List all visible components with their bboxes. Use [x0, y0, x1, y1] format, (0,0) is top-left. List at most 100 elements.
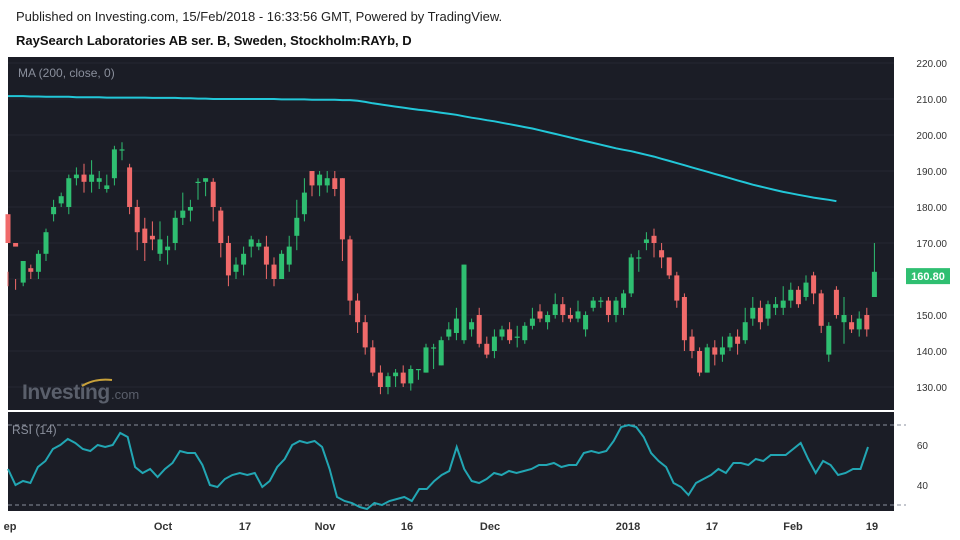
candle-down [127, 163, 133, 215]
candle-body [461, 264, 467, 341]
x-tick-label: Dec [480, 521, 500, 533]
candle-up [598, 297, 604, 308]
rsi-indicator-label: RSI (14) [12, 423, 57, 437]
candle-body [393, 372, 399, 377]
candle-body [719, 347, 725, 355]
candle-body [233, 264, 239, 272]
candle-down [28, 264, 34, 279]
candle-body [522, 325, 528, 341]
candle-body [871, 271, 877, 297]
candle-body [788, 289, 794, 301]
last-price-badge: 160.80 [906, 268, 950, 285]
candle-body [621, 293, 627, 308]
candle-up [446, 322, 452, 341]
candle-up [195, 178, 201, 200]
candle-down [309, 171, 315, 197]
candle-down [218, 207, 224, 258]
logo-swoosh [81, 378, 113, 387]
rsi-axis: 60 40 [917, 441, 929, 492]
candle-down [5, 214, 11, 287]
candle-up [461, 264, 467, 344]
candle-up [727, 333, 733, 351]
candle-body [111, 149, 117, 179]
x-tick-label: ep [4, 521, 17, 533]
candle-down [567, 307, 573, 323]
candle-body [385, 376, 391, 387]
candle-body [681, 297, 687, 341]
candle-body [423, 347, 429, 373]
rsi-panel-background [8, 412, 894, 511]
candle-body [180, 210, 186, 218]
candle-body [446, 329, 452, 337]
candle-body [89, 174, 95, 182]
candle-body [438, 340, 444, 366]
candle-up [415, 369, 421, 380]
candle-body [757, 307, 763, 323]
candle-up [788, 282, 794, 308]
candle-body [347, 239, 353, 301]
candle-body [294, 217, 300, 236]
candle-body [795, 289, 801, 305]
x-tick-label: 17 [706, 521, 718, 533]
candle-up [408, 365, 414, 391]
candle-body [263, 246, 269, 265]
price-tick-label: 220.00 [916, 59, 947, 70]
x-tick-label: 2018 [616, 521, 640, 533]
candle-body [575, 311, 581, 319]
price-tick-label: 130.00 [916, 383, 947, 394]
candle-up [66, 174, 72, 215]
candle-down [142, 217, 148, 261]
candle-up [157, 221, 163, 261]
candle-body [286, 246, 292, 265]
candle-body [773, 304, 779, 308]
candle-body [377, 372, 383, 387]
candle-body [491, 336, 497, 351]
candle-down [149, 221, 155, 251]
price-panel-background [8, 57, 894, 410]
candle-body [811, 275, 817, 294]
candle-down [811, 271, 817, 305]
candle-down [833, 286, 839, 319]
candles [5, 142, 877, 395]
candle-body [271, 264, 277, 279]
candle-down [864, 307, 870, 337]
candle-up [111, 145, 117, 186]
candle-up [780, 286, 786, 315]
candle-up [241, 246, 247, 276]
candle-up [180, 192, 186, 225]
candle-body [195, 181, 201, 183]
candle-up [765, 300, 771, 326]
candle-body [415, 369, 421, 371]
candle-up [613, 297, 619, 323]
candle-body [469, 322, 475, 330]
rsi-tick-label: 40 [917, 481, 929, 492]
candle-up [279, 250, 285, 279]
candle-body [628, 257, 634, 294]
candle-down [271, 257, 277, 287]
price-tick-label: 150.00 [916, 311, 947, 322]
candle-body [73, 174, 79, 179]
candle-up [871, 243, 877, 297]
candle-down [666, 257, 672, 279]
candle-body [203, 178, 209, 182]
candle-up [621, 289, 627, 315]
rsi-levels [8, 424, 906, 506]
candle-body [241, 253, 247, 265]
candle-body [165, 246, 171, 251]
candle-body [28, 268, 34, 272]
candle-body [127, 167, 133, 207]
candle-down [659, 243, 665, 269]
candle-up [286, 235, 292, 272]
candle-body [583, 315, 589, 330]
candle-up [324, 171, 330, 193]
candle-up [317, 171, 323, 197]
candle-body [651, 235, 657, 243]
candle-up [20, 261, 26, 287]
candle-body [134, 207, 140, 233]
candle-down [712, 340, 718, 366]
candle-body [803, 282, 809, 297]
candle-body [301, 192, 307, 215]
candle-up [96, 171, 102, 189]
candle-up [256, 239, 262, 251]
